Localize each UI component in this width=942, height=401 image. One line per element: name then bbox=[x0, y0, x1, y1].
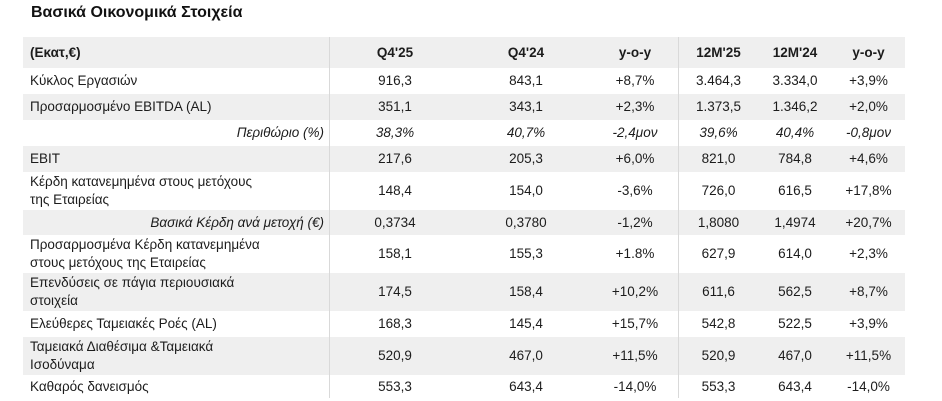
row-label: Κέρδη κατανεμημένα στους μετόχους της Ετ… bbox=[23, 172, 330, 210]
cell: 643,4 bbox=[778, 378, 812, 394]
cell: -1,2% bbox=[592, 210, 679, 235]
cell: 145,4 bbox=[509, 316, 543, 331]
column-header-yoy-q: y-o-y bbox=[592, 37, 679, 68]
cell: 217,6 bbox=[378, 151, 412, 166]
cell: 205,3 bbox=[509, 151, 543, 166]
cell: +3,9% bbox=[849, 316, 888, 331]
cell: 562,5 bbox=[778, 284, 812, 299]
cell: +3,9% bbox=[849, 73, 888, 88]
cell: 821,0 bbox=[701, 151, 736, 166]
cell: 520,9 bbox=[378, 348, 412, 363]
cell: +11,5% bbox=[845, 348, 892, 363]
cell: 1.373,5 bbox=[695, 99, 742, 114]
cell: 467,0 bbox=[778, 348, 812, 363]
table-row-margin: Περιθώριο (%) 38,3% 40,7% -2,4μον 39,6% … bbox=[23, 120, 905, 146]
cell: +6,0% bbox=[592, 146, 679, 172]
cell: 3.464,3 bbox=[695, 73, 742, 88]
cell: 916,3 bbox=[378, 73, 412, 88]
cell: 616,5 bbox=[778, 183, 812, 198]
cell: 154,0 bbox=[509, 183, 543, 198]
page-title: Βασικά Οικονομικά Στοιχεία bbox=[31, 4, 243, 21]
table-row-cash-equivalents: Ταμειακά Διαθέσιμα &Ταμειακά Ισοδύναμα 5… bbox=[23, 337, 905, 375]
financial-highlights-page: Βασικά Οικονομικά Στοιχεία (Εκατ,€) Q4'2… bbox=[0, 4, 942, 401]
cell: 148,4 bbox=[378, 183, 412, 198]
cell: +8,7% bbox=[849, 284, 888, 299]
cell: +10,2% bbox=[592, 273, 679, 311]
cell: 611,6 bbox=[702, 284, 735, 299]
row-label: Επενδύσεις σε πάγια περιουσιακά στοιχεία bbox=[23, 273, 330, 311]
cell: 843,1 bbox=[509, 73, 543, 88]
cell: 3.334,0 bbox=[772, 73, 818, 88]
cell: 155,3 bbox=[509, 246, 543, 261]
cell: 351,1 bbox=[378, 99, 412, 114]
cell: 784,8 bbox=[778, 151, 812, 166]
row-label: Ελεύθερες Ταμειακές Ροές (AL) bbox=[23, 311, 330, 337]
cell: -0,8μον bbox=[846, 125, 891, 140]
table-row-revenue: Κύκλος Εργασιών 916,3 843,1 +8,7% 3.464,… bbox=[23, 68, 905, 94]
cell: 1,8080 bbox=[697, 214, 740, 230]
cell: +4,6% bbox=[849, 151, 888, 166]
cell: +8,7% bbox=[592, 68, 679, 94]
cell: +15,7% bbox=[592, 311, 679, 337]
table-row-adjusted-ebitda: Προσαρμοσμένο EBITDA (AL) 351,1 343,1 +2… bbox=[23, 94, 905, 120]
cell: 553,3 bbox=[378, 378, 412, 394]
row-label: Προσαρμοσμένο EBITDA (AL) bbox=[23, 94, 330, 120]
cell: 158,1 bbox=[378, 246, 412, 261]
cell: 0,3734 bbox=[374, 214, 416, 230]
row-label: Βασικά Κέρδη ανά μετοχή (€) bbox=[23, 210, 330, 235]
cell: 1,4974 bbox=[774, 214, 816, 230]
table-row-profit-attributable: Κέρδη κατανεμημένα στους μετόχους της Ετ… bbox=[23, 172, 905, 210]
financials-table: (Εκατ,€) Q4'25 Q4'24 y-o-y 12M'25 12M'24… bbox=[23, 37, 905, 401]
cell: +2,3% bbox=[849, 246, 888, 261]
cell: 542,8 bbox=[701, 316, 736, 331]
row-label: Περιθώριο (%) bbox=[23, 120, 330, 146]
cell: 0,3780 bbox=[505, 214, 547, 230]
cell: +20,7% bbox=[845, 214, 892, 230]
column-header-yoy-12m: y-o-y bbox=[852, 44, 885, 60]
cell: 39,6% bbox=[699, 125, 738, 140]
cell: 38,3% bbox=[375, 125, 415, 140]
row-label: Κύκλος Εργασιών bbox=[23, 68, 330, 94]
table-row-adjusted-profit: Προσαρμοσμένα Κέρδη κατανεμημένα στους μ… bbox=[23, 235, 905, 273]
cell: +1.8% bbox=[592, 235, 679, 273]
column-header-q4-25: Q4'25 bbox=[376, 44, 414, 60]
cell: 168,3 bbox=[378, 316, 412, 331]
cell: -3,6% bbox=[592, 172, 679, 210]
cell: -14,0% bbox=[847, 378, 890, 394]
cell: 174,5 bbox=[378, 284, 412, 299]
row-label: Καθαρός δανεισμός bbox=[23, 375, 330, 398]
table-row-net-debt: Καθαρός δανεισμός 553,3 643,4 -14,0% 553… bbox=[23, 375, 905, 398]
cell: -2,4μον bbox=[592, 120, 679, 146]
row-label: Προσαρμοσμένα Κέρδη κατανεμημένα στους μ… bbox=[23, 235, 330, 273]
cell: 627,9 bbox=[701, 246, 736, 261]
table-row-basic-eps: Βασικά Κέρδη ανά μετοχή (€) 0,3734 0,378… bbox=[23, 210, 905, 235]
cell: 553,3 bbox=[701, 378, 736, 394]
cell: 522,5 bbox=[778, 316, 812, 331]
cell: 614,0 bbox=[778, 246, 812, 261]
column-header-12m-25: 12M'25 bbox=[696, 44, 741, 60]
column-header-q4-24: Q4'24 bbox=[507, 44, 545, 60]
unit-label: (Εκατ,€) bbox=[23, 37, 330, 68]
cell: 343,1 bbox=[509, 99, 543, 114]
table-header-row: (Εκατ,€) Q4'25 Q4'24 y-o-y 12M'25 12M'24… bbox=[23, 37, 905, 68]
cell: 40,4% bbox=[775, 125, 815, 140]
column-header-12m-24: 12M'24 bbox=[772, 44, 818, 60]
cell: 40,7% bbox=[506, 125, 546, 140]
cell: 158,4 bbox=[509, 284, 543, 299]
table-row-ebit: EBIT 217,6 205,3 +6,0% 821,0 784,8 +4,6% bbox=[23, 146, 905, 172]
cell: -14,0% bbox=[592, 375, 679, 398]
cell: 520,9 bbox=[701, 348, 736, 363]
table-row-free-cash-flow: Ελεύθερες Ταμειακές Ροές (AL) 168,3 145,… bbox=[23, 311, 905, 337]
cell: 726,0 bbox=[701, 183, 736, 198]
cell: 467,0 bbox=[509, 348, 543, 363]
cell: +2,0% bbox=[849, 99, 888, 114]
cell: +11,5% bbox=[592, 337, 679, 375]
row-label: Ταμειακά Διαθέσιμα &Ταμειακά Ισοδύναμα bbox=[23, 337, 330, 375]
cell: +2,3% bbox=[592, 94, 679, 120]
cell: +17,8% bbox=[845, 183, 892, 198]
table-row-capex: Επενδύσεις σε πάγια περιουσιακά στοιχεία… bbox=[23, 273, 905, 311]
row-label: EBIT bbox=[23, 146, 330, 172]
cell: 1.346,2 bbox=[772, 99, 818, 114]
cell: 643,4 bbox=[509, 378, 543, 394]
